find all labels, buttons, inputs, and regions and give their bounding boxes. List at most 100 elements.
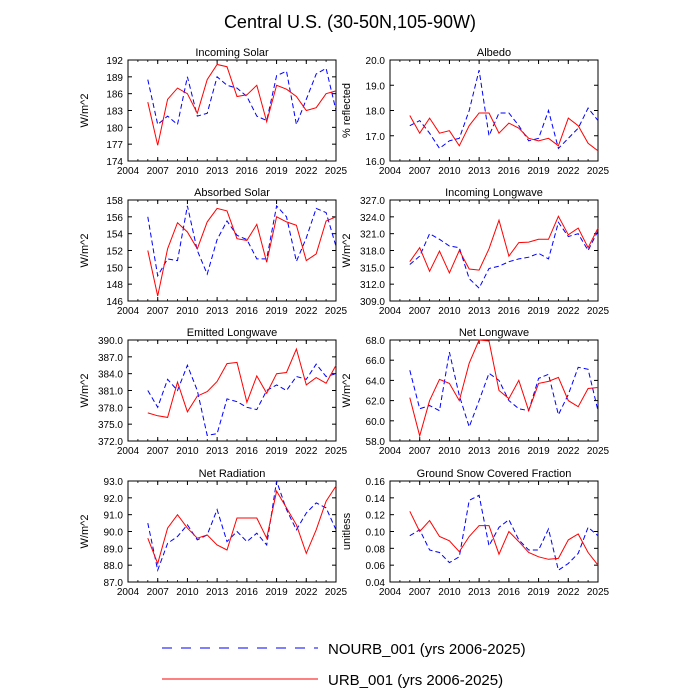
x-tick-label: 2016: [236, 166, 259, 177]
x-tick-label: 2025: [587, 587, 610, 598]
y-axis-label: W/m^2: [79, 94, 91, 128]
series-line-urb: [147, 207, 337, 297]
x-tick-label: 2022: [295, 446, 318, 457]
plot-frame: [127, 59, 337, 162]
y-tick-label: 93.0: [104, 477, 124, 488]
panel-title: Absorbed Solar: [194, 187, 270, 199]
y-tick-label: 381.0: [98, 387, 123, 398]
panels: Incoming Solar W/m^2 2004 2007 2010 2013 2016 2…: [79, 47, 610, 598]
y-tick-label: 156: [106, 213, 123, 224]
x-tick-label: 2016: [498, 166, 521, 177]
plot-frame: [389, 480, 599, 583]
y-tick-label: 66.0: [366, 356, 386, 367]
x-tick-label: 2025: [325, 166, 348, 177]
x-tick-label: 2004: [379, 166, 402, 177]
x-tick-label: 2010: [176, 587, 199, 598]
x-tick-label: 2004: [379, 587, 402, 598]
y-axis-label: % reflected: [341, 83, 353, 138]
y-tick-label: 324.0: [360, 213, 385, 224]
x-tick-label: 2019: [265, 166, 288, 177]
y-tick-label: 92.0: [104, 494, 124, 505]
x-tick-label: 2010: [176, 446, 199, 457]
y-tick-label: 0.08: [366, 544, 386, 555]
x-tick-label: 2013: [468, 306, 491, 317]
x-tick-label: 2010: [176, 166, 199, 177]
y-axis-label: W/m^2: [79, 234, 91, 268]
series-line-nourb: [409, 494, 599, 572]
x-tick-label: 2016: [498, 306, 521, 317]
series-line-urb: [409, 339, 599, 438]
series-line-nourb: [147, 480, 337, 573]
y-tick-label: 384.0: [98, 370, 123, 381]
x-tick-label: 2004: [117, 446, 140, 457]
y-tick-label: 64.0: [366, 376, 386, 387]
y-tick-label: 88.0: [104, 561, 124, 572]
series-line-nourb: [409, 69, 599, 150]
y-tick-label: 60.0: [366, 417, 386, 428]
y-tick-label: 180: [106, 123, 123, 134]
x-tick-label: 2013: [206, 587, 229, 598]
panel-4: Incoming Longwave W/m^2 2004 2007 2010 2013 20…: [341, 187, 610, 317]
panel-title: Net Radiation: [199, 468, 266, 480]
y-tick-label: 192: [106, 56, 123, 67]
y-tick-label: 372.0: [98, 437, 123, 448]
plot-frame: [127, 339, 337, 442]
x-tick-label: 2004: [117, 306, 140, 317]
y-tick-label: 0.16: [366, 477, 386, 488]
x-tick-label: 2013: [206, 446, 229, 457]
y-tick-label: 91.0: [104, 511, 124, 522]
x-tick-label: 2016: [236, 587, 259, 598]
x-tick-label: 2004: [379, 306, 402, 317]
x-tick-label: 2013: [468, 446, 491, 457]
y-tick-label: 58.0: [366, 437, 386, 448]
panel-title: Emitted Longwave: [187, 327, 278, 339]
y-axis-label: W/m^2: [341, 374, 353, 408]
y-tick-label: 89.0: [104, 544, 124, 555]
series-line-urb: [409, 215, 599, 275]
y-tick-label: 186: [106, 90, 123, 101]
y-tick-label: 0.14: [366, 494, 386, 505]
series-line-urb: [147, 485, 337, 566]
y-axis-label: W/m^2: [341, 234, 353, 268]
y-tick-label: 19.0: [366, 81, 386, 92]
y-tick-label: 0.04: [366, 578, 386, 589]
legend-label-urb: URB_001 (yrs 2006-2025): [328, 672, 503, 689]
panel-title: Ground Snow Covered Fraction: [417, 468, 572, 480]
series-line-urb: [147, 63, 337, 146]
x-tick-label: 2010: [438, 166, 461, 177]
x-tick-label: 2019: [527, 166, 550, 177]
y-tick-label: 158: [106, 196, 123, 207]
x-tick-label: 2013: [206, 166, 229, 177]
x-tick-label: 2019: [265, 587, 288, 598]
x-tick-label: 2022: [557, 166, 580, 177]
x-tick-label: 2019: [527, 306, 550, 317]
series-line-urb: [147, 347, 337, 418]
x-tick-label: 2019: [265, 446, 288, 457]
y-tick-label: 16.0: [366, 157, 386, 168]
y-tick-label: 189: [106, 73, 123, 84]
y-tick-label: 375.0: [98, 420, 123, 431]
y-tick-label: 0.06: [366, 561, 386, 572]
x-tick-label: 2004: [117, 166, 140, 177]
x-tick-label: 2022: [557, 587, 580, 598]
series-line-urb: [409, 511, 599, 566]
y-tick-label: 183: [106, 107, 123, 118]
y-tick-label: 321.0: [360, 230, 385, 241]
panel-8: Ground Snow Covered Fraction unitless 2004…: [341, 468, 610, 598]
x-tick-label: 2025: [587, 166, 610, 177]
y-tick-label: 318.0: [360, 247, 385, 258]
panel-title: Incoming Longwave: [445, 187, 543, 199]
x-tick-label: 2007: [147, 166, 170, 177]
y-tick-label: 378.0: [98, 403, 123, 414]
x-tick-label: 2013: [468, 587, 491, 598]
panel-2: Albedo % reflected 2004 2007 2010 2013 2016 201…: [341, 47, 610, 177]
x-tick-label: 2016: [236, 446, 259, 457]
y-tick-label: 18.0: [366, 107, 386, 118]
y-axis-label: unitless: [341, 512, 353, 550]
y-tick-label: 17.0: [366, 132, 386, 143]
x-tick-label: 2007: [147, 587, 170, 598]
y-tick-label: 146: [106, 297, 123, 308]
x-tick-label: 2010: [438, 587, 461, 598]
y-tick-label: 309.0: [360, 297, 385, 308]
